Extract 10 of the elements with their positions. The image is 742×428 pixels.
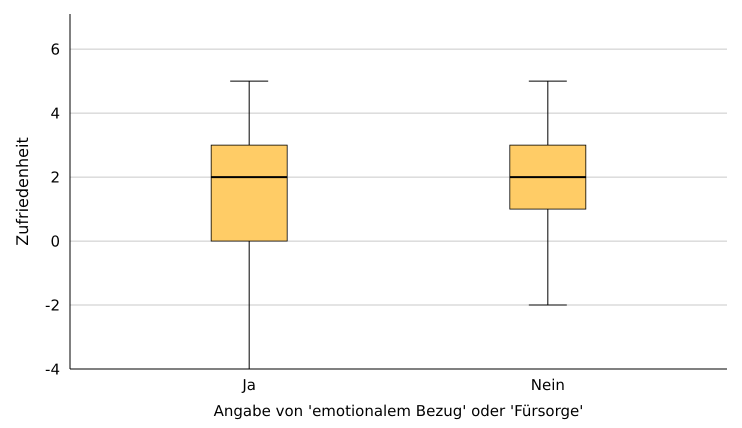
x-axis-title: Angabe von 'emotionalem Bezug' oder 'Fürsorge' xyxy=(214,402,584,420)
y-tick-label: 0 xyxy=(50,232,60,250)
y-tick-label: 4 xyxy=(50,104,60,122)
x-tick-label: Nein xyxy=(530,376,565,394)
y-tick-label: -4 xyxy=(45,360,60,378)
x-tick-label: Ja xyxy=(241,376,256,394)
y-axis-title: Zufriedenheit xyxy=(13,137,32,246)
y-tick-label: 2 xyxy=(50,168,60,186)
y-tick-label: 6 xyxy=(50,40,60,58)
y-tick-label: -2 xyxy=(45,296,60,314)
